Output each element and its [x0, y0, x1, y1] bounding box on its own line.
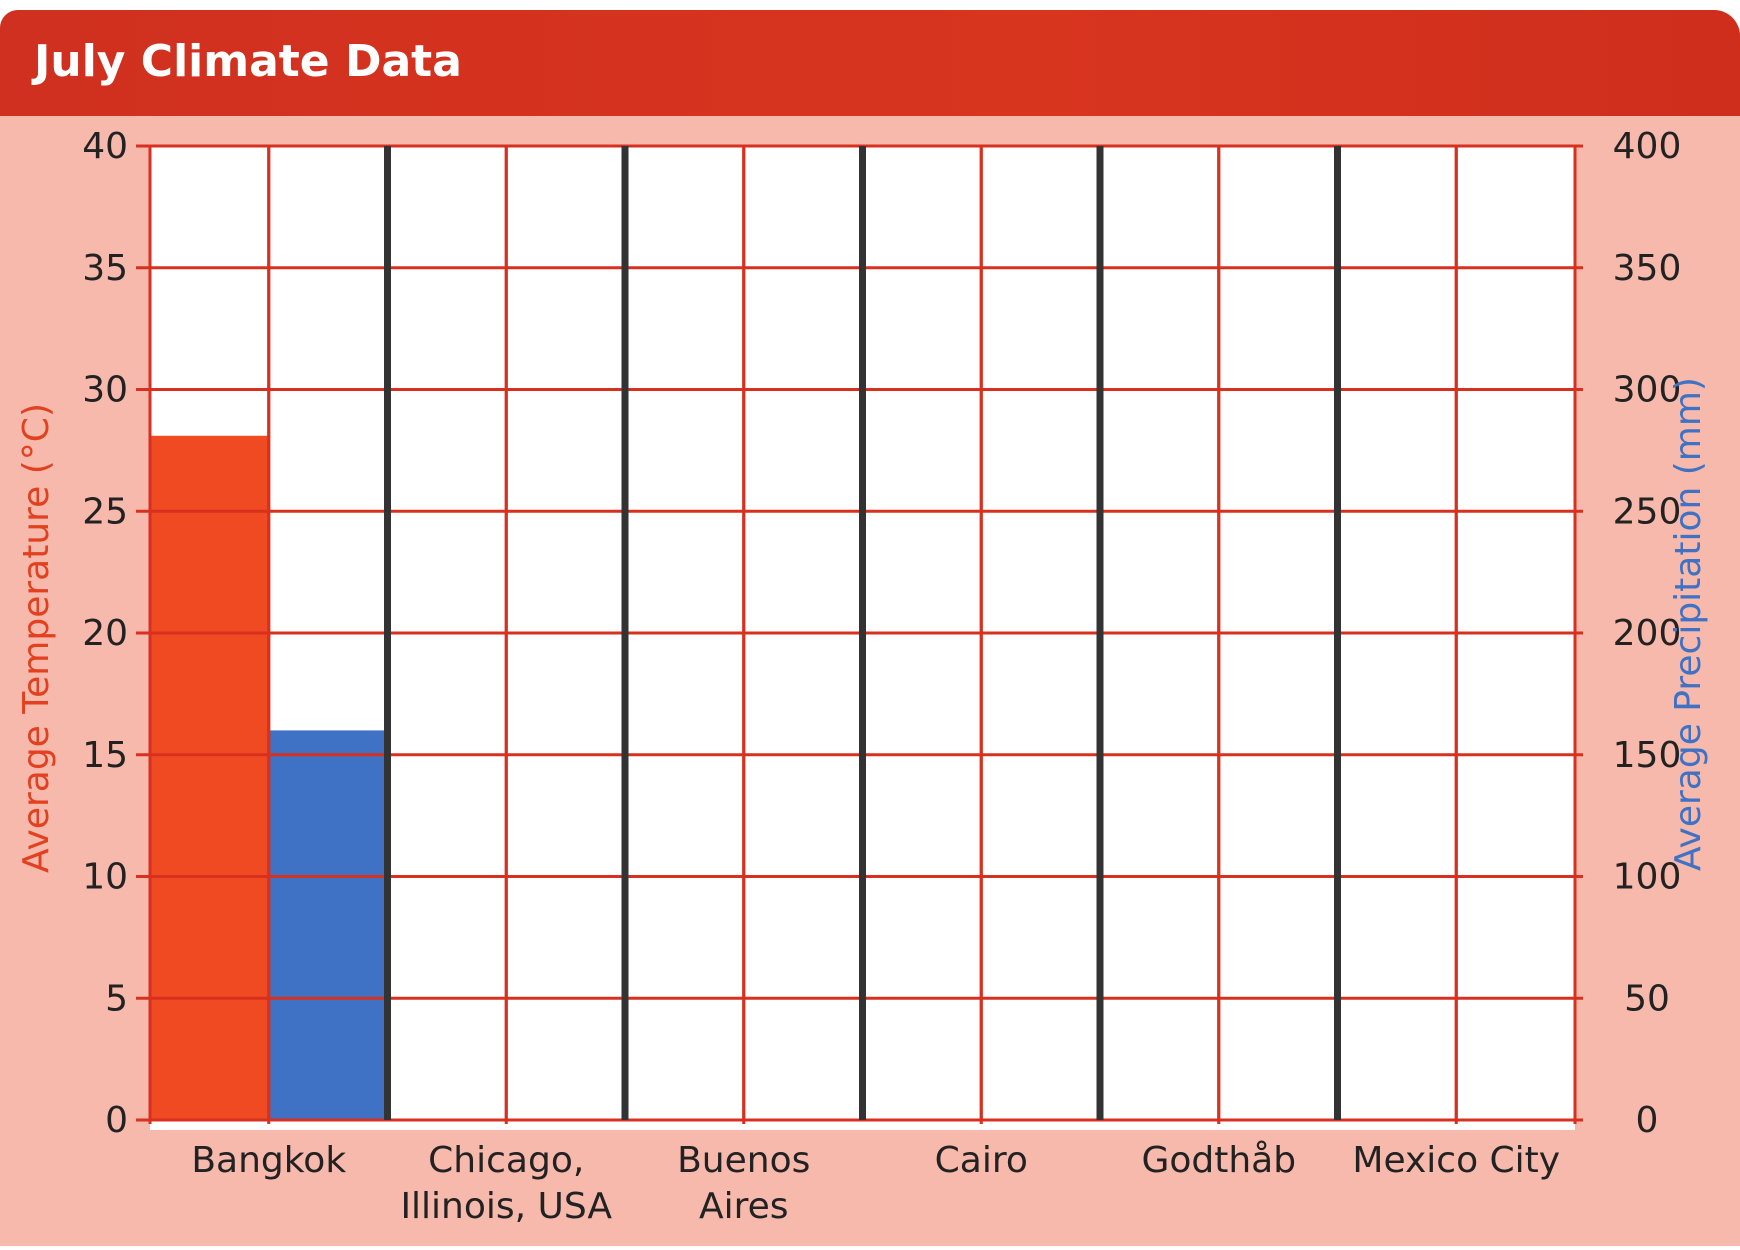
right-tick-label-7: 350 [1613, 248, 1682, 289]
right-tick-label-4: 200 [1613, 613, 1682, 654]
chart-card: July Climate Data 0 5 10 15 20 25 30 35 40 0 50 10… [0, 10, 1740, 1246]
chart-header: July Climate Data [0, 10, 1740, 116]
chart-svg: 0 5 10 15 20 25 30 35 40 0 50 100 150 200 250 300 350 40… [16, 126, 1709, 1227]
left-tick-label-1: 5 [105, 978, 128, 1019]
bar-bangkok-temperature [150, 435, 269, 1120]
category-label-2-line-0: Buenos [677, 1140, 810, 1181]
right-tick-label-1: 50 [1624, 978, 1670, 1019]
category-label-1-line-1: Illinois, USA [400, 1186, 612, 1227]
category-dividers [384, 146, 1341, 1120]
left-tick-label-8: 40 [82, 126, 128, 167]
category-label-4-line-0: Godthåb [1141, 1140, 1296, 1181]
category-label-1-line-0: Chicago, [428, 1140, 584, 1181]
category-label-2-line-1: Aires [699, 1186, 789, 1227]
category-label-0-line-0: Bangkok [191, 1140, 346, 1181]
chart-title: July Climate Data [34, 36, 462, 87]
right-tick-label-0: 0 [1636, 1100, 1659, 1141]
left-tick-label-3: 15 [82, 735, 128, 776]
right-tick-label-6: 300 [1613, 370, 1682, 411]
right-tick-label-3: 150 [1613, 735, 1682, 776]
left-tick-label-4: 20 [82, 613, 128, 654]
right-tick-label-5: 250 [1613, 491, 1682, 532]
left-axis-title: Average Temperature (°C) [16, 403, 57, 873]
left-axis-ticks: 0 5 10 15 20 25 30 35 40 [82, 126, 128, 1141]
left-tick-label-0: 0 [105, 1100, 128, 1141]
right-tick-label-2: 100 [1613, 857, 1682, 898]
category-label-5-line-0: Mexico City [1352, 1140, 1560, 1181]
bars [150, 435, 388, 1120]
right-axis-ticks: 0 50 100 150 200 250 300 350 400 [1613, 126, 1682, 1141]
category-label-3-line-0: Cairo [935, 1140, 1028, 1181]
left-tick-label-5: 25 [82, 491, 128, 532]
left-tick-label-2: 10 [82, 857, 128, 898]
right-axis-title: Average Precipitation (mm) [1668, 377, 1709, 871]
left-tick-label-6: 30 [82, 370, 128, 411]
left-tick-label-7: 35 [82, 248, 128, 289]
right-tick-label-8: 400 [1613, 126, 1682, 167]
category-labels: Bangkok Chicago, Illinois, USA Buenos Aires C… [191, 1140, 1560, 1227]
bar-bangkok-precipitation [268, 730, 388, 1120]
